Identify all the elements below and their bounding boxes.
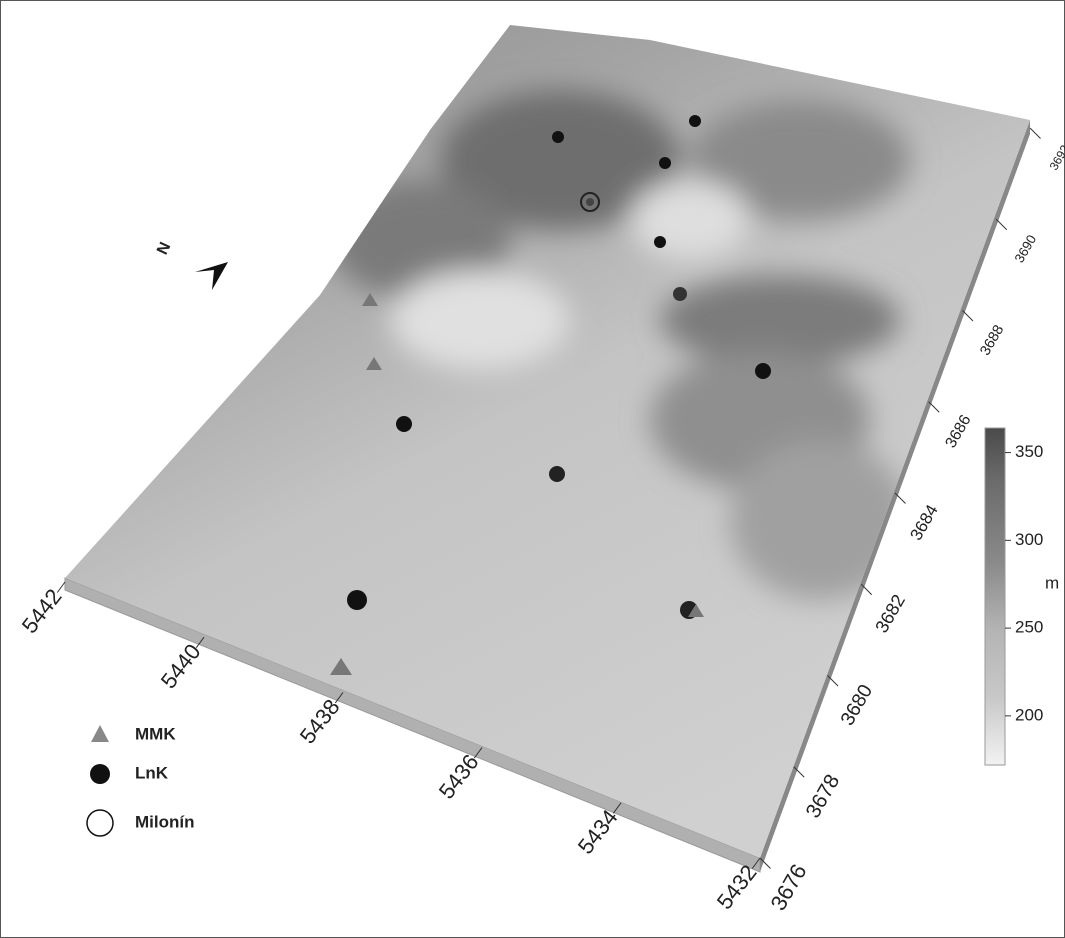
tick-label: 3678 [801,770,844,821]
tick-label: 3682 [871,591,909,637]
tick-mark [929,402,940,413]
legend-symbol [87,810,113,836]
tick-label: 200 [1015,705,1043,724]
tick-label: 5436 [434,750,484,804]
legend: MMK LnK Milonín [87,724,194,836]
tick-label: 5438 [295,694,345,748]
tick-mark [57,582,65,593]
legend-label: MMK [135,724,176,743]
tick-mark [963,311,974,322]
legend-label: Milonín [135,812,194,831]
legend-symbol [91,725,109,742]
north-label: N [154,240,174,258]
legend-symbol [90,764,110,784]
tick-mark [1030,128,1041,139]
tick-label: 3692 [1047,142,1065,172]
tick-label: 3686 [942,412,974,451]
tick-label: 3690 [1012,232,1040,265]
tick-label: 350 [1015,442,1043,461]
north-arrow: N [154,240,228,290]
tick-label: 3680 [836,681,877,730]
colorbar [985,428,1005,765]
tick-label: 3676 [765,860,811,915]
colorbar-ticks: 200 250 300 350 [1005,442,1043,724]
tick-mark [996,219,1007,230]
tick-label: 3684 [906,501,941,543]
tick-label: 250 [1015,618,1043,637]
tick-label: 300 [1015,530,1043,549]
tick-label: 5442 [17,584,67,638]
tick-label: 5440 [156,639,206,693]
colorbar-unit: m [1045,573,1059,592]
map-figure: N 544254405438543654345432 3676367836803… [0,0,1065,938]
legend-label: LnK [135,763,169,782]
tick-label: 3688 [977,322,1007,358]
